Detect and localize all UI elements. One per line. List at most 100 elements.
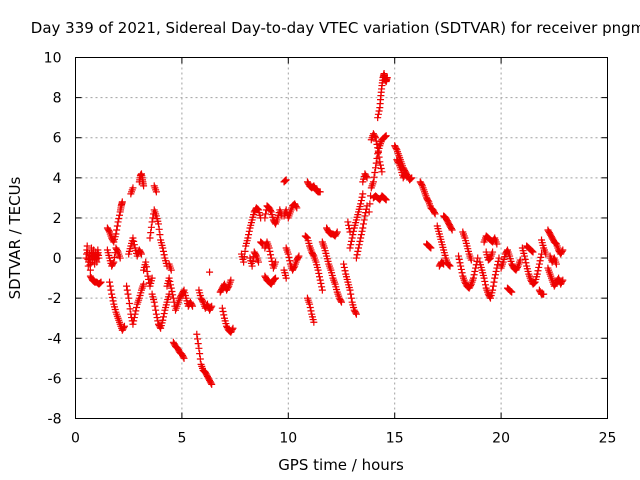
data-point	[445, 261, 453, 269]
data-point	[125, 300, 133, 308]
data-point	[357, 197, 365, 205]
data-point	[194, 340, 202, 348]
data-point	[316, 188, 324, 196]
data-point	[147, 229, 155, 237]
y-tick-label: 10	[44, 51, 62, 67]
data-point	[293, 204, 301, 212]
data-point	[424, 197, 432, 205]
data-point	[352, 309, 360, 317]
x-tick-label: 15	[386, 431, 404, 447]
data-point	[208, 380, 216, 388]
data-point	[292, 203, 300, 211]
data-point	[401, 170, 409, 178]
y-tick-label: 2	[53, 211, 62, 227]
data-point	[303, 233, 311, 241]
data-point	[306, 300, 314, 308]
data-point	[244, 234, 252, 242]
data-point	[347, 290, 355, 298]
data-point	[540, 290, 548, 298]
data-point	[159, 247, 167, 255]
data-point	[160, 251, 168, 259]
data-point	[346, 228, 354, 236]
data-point	[347, 241, 355, 249]
data-point	[129, 234, 137, 242]
data-point	[267, 254, 275, 262]
data-point	[372, 137, 380, 145]
data-point	[126, 305, 134, 313]
data-point	[381, 132, 389, 140]
data-point	[491, 271, 499, 279]
data-point	[130, 237, 138, 245]
data-point	[536, 257, 544, 265]
data-point	[253, 205, 261, 213]
data-point	[137, 250, 145, 258]
data-point	[558, 247, 566, 255]
data-point	[120, 324, 128, 332]
data-point	[130, 241, 138, 249]
y-tick-label: -6	[48, 371, 62, 387]
data-point	[219, 308, 227, 316]
data-point	[480, 274, 488, 282]
data-point	[105, 227, 113, 235]
data-point	[371, 168, 379, 176]
data-point	[348, 234, 356, 242]
data-point	[316, 276, 324, 284]
data-point	[489, 248, 497, 256]
data-point	[340, 263, 348, 271]
data-point	[108, 293, 116, 301]
data-point	[266, 247, 274, 255]
data-point	[516, 256, 524, 264]
data-point	[382, 132, 390, 140]
data-point	[406, 175, 414, 183]
data-point	[156, 323, 164, 331]
data-point	[129, 184, 137, 192]
data-point	[220, 311, 228, 319]
data-point	[86, 266, 94, 274]
data-point	[357, 200, 365, 208]
data-point	[376, 158, 384, 166]
data-point	[528, 247, 536, 255]
data-point	[366, 200, 374, 208]
data-point	[159, 313, 167, 321]
data-point	[431, 210, 439, 218]
data-point	[282, 274, 290, 282]
data-point	[198, 297, 206, 305]
data-point	[521, 252, 529, 260]
data-point	[359, 190, 367, 198]
data-point	[154, 317, 162, 325]
data-point	[365, 208, 373, 216]
data-point	[552, 260, 560, 268]
data-point	[150, 298, 158, 306]
data-point	[471, 267, 479, 275]
data-point	[159, 244, 167, 252]
data-point	[469, 274, 477, 282]
data-point	[261, 214, 269, 222]
data-point	[115, 215, 123, 223]
plot-frame	[75, 57, 608, 419]
data-point	[106, 278, 114, 286]
data-point	[179, 287, 187, 295]
data-point	[137, 249, 145, 257]
data-point	[218, 304, 226, 312]
data-point	[337, 297, 345, 305]
data-point	[109, 237, 117, 245]
data-point	[401, 171, 409, 179]
data-point	[425, 243, 433, 251]
data-point	[352, 310, 360, 318]
x-axis-title: GPS time / hours	[278, 456, 404, 474]
data-point	[530, 279, 538, 287]
data-point	[355, 241, 363, 249]
data-point	[124, 290, 132, 298]
data-point	[189, 302, 197, 310]
data-point	[109, 297, 117, 305]
data-point	[361, 212, 369, 220]
y-tick-label: -4	[48, 331, 62, 347]
data-point	[152, 306, 160, 314]
data-point	[207, 304, 215, 312]
data-point	[207, 379, 215, 387]
data-point	[394, 158, 402, 166]
data-point	[383, 74, 391, 82]
data-point	[125, 294, 133, 302]
data-point	[148, 218, 156, 226]
